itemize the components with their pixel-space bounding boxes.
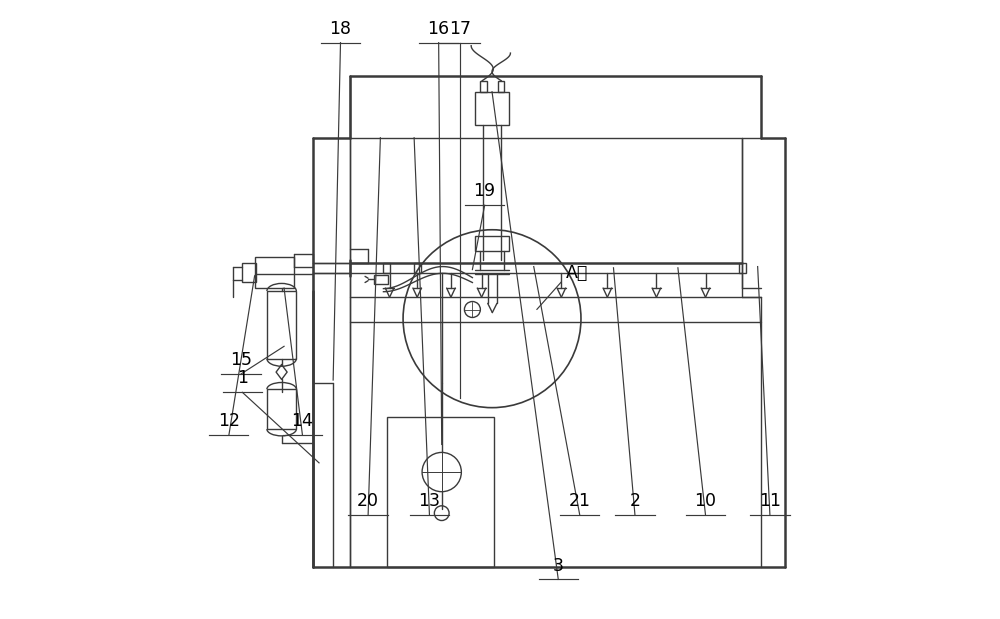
Bar — [374, 275, 388, 284]
Bar — [480, 80, 487, 92]
Text: 17: 17 — [449, 20, 471, 38]
Bar — [414, 264, 421, 273]
Bar — [387, 417, 494, 567]
Text: 16: 16 — [428, 20, 450, 38]
Text: 12: 12 — [218, 412, 240, 430]
Text: 15: 15 — [230, 351, 252, 369]
Bar — [255, 258, 294, 288]
Bar — [267, 389, 296, 429]
Bar — [242, 264, 256, 282]
Bar — [739, 264, 746, 273]
Text: A部: A部 — [566, 264, 588, 282]
Text: 19: 19 — [474, 183, 496, 201]
Text: 21: 21 — [569, 492, 591, 510]
Bar — [498, 80, 504, 92]
Text: 14: 14 — [292, 412, 313, 430]
Text: 13: 13 — [418, 492, 440, 510]
Bar — [475, 236, 509, 251]
Text: 10: 10 — [695, 492, 717, 510]
Bar — [475, 92, 509, 126]
Text: 20: 20 — [357, 492, 379, 510]
Text: 18: 18 — [330, 20, 352, 38]
Bar — [383, 264, 390, 273]
Text: 11: 11 — [759, 492, 781, 510]
Text: 2: 2 — [629, 492, 640, 510]
Text: 1: 1 — [237, 370, 248, 387]
Text: 3: 3 — [553, 556, 564, 574]
Bar — [267, 291, 296, 358]
